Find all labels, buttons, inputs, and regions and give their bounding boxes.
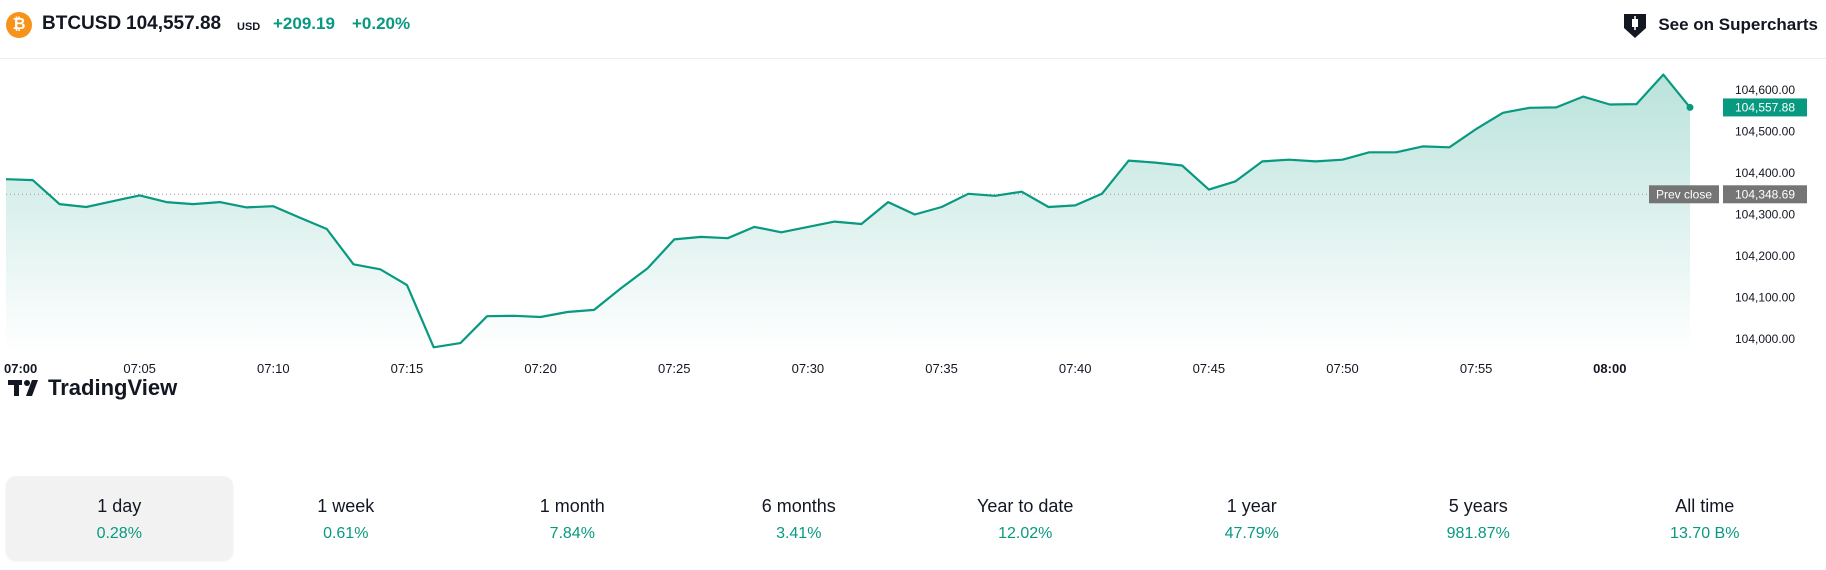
y-tick-label: 104,200.00	[1735, 249, 1795, 263]
x-tick-label: 08:00	[1593, 361, 1626, 376]
period-tab-label: 5 years	[1448, 496, 1508, 516]
tradingview-watermark: TradingView	[8, 375, 178, 400]
prev-close-label: Prev close	[1656, 187, 1712, 201]
period-tab[interactable]: 1 month 7.84%	[459, 476, 686, 560]
x-tick-label: 07:00	[4, 361, 37, 376]
period-tab-label: All time	[1675, 496, 1735, 516]
y-tick-label: 104,400.00	[1735, 166, 1795, 180]
y-tick-label: 104,600.00	[1735, 83, 1795, 97]
x-tick-label: 07:40	[1059, 361, 1092, 376]
period-tab-change: 0.28%	[96, 525, 142, 542]
supercharts-icon	[1624, 14, 1647, 38]
y-tick-label: 104,000.00	[1735, 332, 1795, 346]
x-tick-label: 07:10	[257, 361, 290, 376]
period-tab-change: 981.87%	[1446, 525, 1510, 542]
x-tick-label: 07:20	[524, 361, 557, 376]
last-price-value: 104,557.88	[1735, 100, 1795, 114]
period-tab[interactable]: Year to date 12.02%	[912, 476, 1139, 560]
currency-label: USD	[237, 21, 261, 33]
price-line	[5, 73, 1691, 349]
period-tab[interactable]: 1 day 0.28%	[6, 476, 233, 560]
x-axis: 07:00 07:05 07:10 07:15 07:20 07:25 07:30 07:35…	[4, 361, 1626, 376]
period-tab[interactable]: 5 years 981.87%	[1365, 476, 1592, 560]
period-tab-label: 6 months	[761, 496, 836, 516]
current-price: 104,557.88	[126, 13, 222, 34]
price-change-percent: +0.20%	[352, 14, 411, 33]
x-tick-label: 07:15	[391, 361, 424, 376]
period-tabs: 1 day 0.28% 1 week 0.61% 1 month 7.84% 6 month…	[6, 476, 1818, 560]
last-price-dot	[1686, 103, 1694, 111]
y-tick-label: 104,500.00	[1735, 125, 1795, 139]
tradingview-logo-icon	[8, 380, 38, 396]
period-tab-label: 1 week	[317, 496, 375, 516]
period-tab[interactable]: 1 week 0.61%	[233, 476, 460, 560]
last-price-badge: 104,557.88	[1723, 98, 1807, 117]
x-tick-label: 07:50	[1326, 361, 1359, 376]
bitcoin-icon: ₿	[6, 12, 32, 38]
period-tab-change: 13.70 B%	[1670, 525, 1740, 542]
x-tick-label: 07:30	[792, 361, 825, 376]
period-tab-label: Year to date	[977, 496, 1074, 516]
x-tick-label: 07:55	[1460, 361, 1493, 376]
see-on-supercharts-button[interactable]: See on Supercharts	[1620, 10, 1818, 40]
supercharts-label: See on Supercharts	[1658, 15, 1818, 34]
period-tab-change: 0.61%	[323, 525, 369, 542]
x-tick-label: 07:45	[1193, 361, 1226, 376]
x-tick-label: 07:35	[925, 361, 958, 376]
y-tick-label: 104,300.00	[1735, 208, 1795, 222]
period-tab[interactable]: 1 year 47.79%	[1139, 476, 1366, 560]
price-chart[interactable]: 104,000.00 104,100.00 104,200.00 104,300.00…	[0, 60, 1826, 460]
tradingview-wordmark: TradingView	[48, 375, 178, 400]
price-area-fill	[6, 74, 1690, 352]
period-tab-label: 1 month	[539, 496, 605, 516]
symbol-header: ₿ BTCUSD 104,557.88 USD +209.19 +0.20% S…	[0, 0, 1826, 59]
prev-close-value: 104,348.69	[1735, 187, 1795, 201]
period-tab-label: 1 day	[97, 496, 142, 516]
symbol-name[interactable]: BTCUSD	[42, 13, 122, 34]
period-tab[interactable]: All time 13.70 B%	[1592, 476, 1819, 560]
y-tick-label: 104,100.00	[1735, 291, 1795, 305]
period-tab-change: 12.02%	[998, 525, 1053, 542]
period-tab-change: 7.84%	[549, 525, 595, 542]
period-tab-change: 47.79%	[1224, 525, 1279, 542]
period-tab[interactable]: 6 months 3.41%	[686, 476, 913, 560]
price-change: +209.19	[273, 14, 335, 33]
prev-close-badge: Prev close 104,348.69	[1649, 185, 1807, 204]
period-tab-label: 1 year	[1226, 496, 1277, 516]
y-axis: 104,000.00 104,100.00 104,200.00 104,300.00…	[1735, 83, 1795, 346]
x-tick-label: 07:25	[658, 361, 691, 376]
period-tab-change: 3.41%	[776, 525, 822, 542]
x-tick-label: 07:05	[123, 361, 156, 376]
